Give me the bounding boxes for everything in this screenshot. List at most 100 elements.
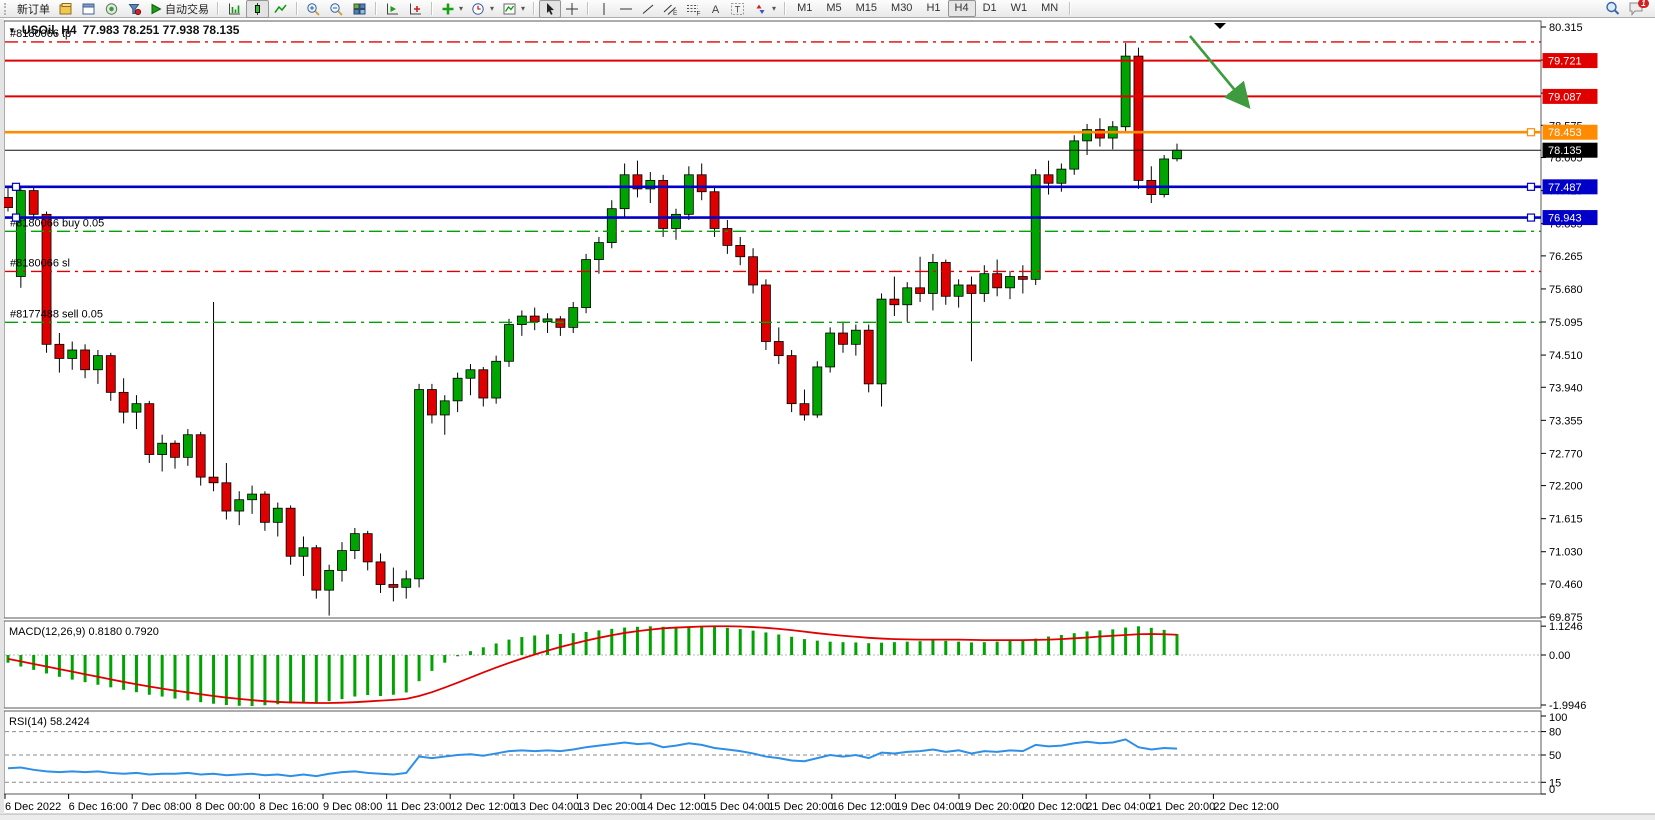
arrows-icon bbox=[756, 4, 765, 14]
rsi-pane bbox=[3, 710, 1542, 795]
zoom-in-button[interactable] bbox=[302, 0, 325, 18]
timeframe-w1[interactable]: W1 bbox=[1010, 2, 1028, 14]
horizontal-line-button[interactable] bbox=[615, 0, 637, 18]
svg-text:14 Dec 12:00: 14 Dec 12:00 bbox=[641, 801, 706, 813]
svg-text:E: E bbox=[673, 10, 678, 16]
svg-text:73.940: 73.940 bbox=[1549, 382, 1583, 394]
svg-text:13 Dec 20:00: 13 Dec 20:00 bbox=[577, 801, 642, 813]
timeframe-mn[interactable]: MN bbox=[1041, 2, 1059, 14]
text-label-icon: T bbox=[731, 2, 745, 15]
price-tag bbox=[1542, 142, 1598, 158]
macd-pane bbox=[3, 620, 1542, 709]
text-icon: A bbox=[712, 4, 720, 16]
timeframe-m15[interactable]: M15 bbox=[855, 2, 878, 14]
toolbar-grip[interactable] bbox=[4, 2, 9, 15]
auto-scroll-button[interactable] bbox=[381, 0, 404, 18]
chart-shift-button[interactable] bbox=[404, 0, 427, 18]
svg-text:79.721: 79.721 bbox=[1548, 56, 1582, 68]
svg-text:15: 15 bbox=[1549, 777, 1561, 789]
svg-text:16 Dec 12:00: 16 Dec 12:00 bbox=[832, 801, 897, 813]
crosshair-button[interactable] bbox=[561, 0, 583, 18]
svg-text:75.095: 75.095 bbox=[1549, 317, 1583, 329]
search-icon[interactable] bbox=[1605, 1, 1621, 16]
tile-windows-icon bbox=[353, 3, 366, 14]
horizontal-line-icon bbox=[620, 8, 633, 9]
svg-text:12 Dec 12:00: 12 Dec 12:00 bbox=[450, 801, 515, 813]
timeframe-m5[interactable]: M5 bbox=[826, 2, 842, 14]
symbol-dropdown-icon[interactable]: ▼ bbox=[8, 25, 16, 35]
periods-button[interactable]: ▾ bbox=[467, 0, 498, 18]
bar-chart-button[interactable] bbox=[223, 0, 246, 18]
autotrading-button[interactable]: 自动交易 bbox=[146, 0, 213, 18]
svg-text:72.200: 72.200 bbox=[1549, 481, 1583, 493]
svg-text:T: T bbox=[735, 4, 741, 14]
trend-arrow bbox=[1188, 35, 1251, 110]
svg-text:6 Dec 16:00: 6 Dec 16:00 bbox=[69, 801, 128, 813]
macd-signal-line bbox=[7, 625, 1178, 704]
trendline-button[interactable] bbox=[637, 0, 659, 18]
vertical-line-button[interactable] bbox=[593, 0, 615, 18]
timeframe-group: M1 M5 M15 M30 H1 H4 D1 W1 MN bbox=[790, 0, 1065, 17]
chat-icon[interactable]: 1 bbox=[1629, 0, 1649, 16]
new-order-label: 新订单 bbox=[17, 3, 50, 16]
periods-dropdown-caret[interactable]: ▾ bbox=[490, 4, 495, 13]
svg-text:A: A bbox=[712, 4, 720, 16]
new-order-button[interactable]: 新订单 bbox=[13, 0, 54, 18]
toolbar-separator bbox=[784, 2, 787, 15]
level-handle bbox=[1526, 182, 1536, 191]
toolbar-separator bbox=[296, 2, 298, 15]
indicators-dropdown-caret[interactable]: ▾ bbox=[459, 4, 464, 13]
level-handle bbox=[11, 182, 21, 191]
timeframe-h1[interactable]: H1 bbox=[926, 2, 941, 14]
level-handle bbox=[11, 213, 21, 222]
fibonacci-button[interactable]: F bbox=[682, 0, 705, 18]
svg-text:9 Dec 08:00: 9 Dec 08:00 bbox=[323, 801, 382, 813]
price-tag bbox=[1542, 210, 1598, 226]
timeframe-d1[interactable]: D1 bbox=[982, 2, 997, 14]
timeframe-m1[interactable]: M1 bbox=[797, 2, 813, 14]
svg-text:70.460: 70.460 bbox=[1549, 579, 1583, 591]
tile-windows-button[interactable] bbox=[348, 0, 371, 18]
svg-text:15 Dec 20:00: 15 Dec 20:00 bbox=[768, 801, 833, 813]
svg-text:#8177488 sell 0.05: #8177488 sell 0.05 bbox=[10, 308, 103, 320]
svg-text:71.030: 71.030 bbox=[1549, 547, 1583, 559]
svg-text:78.453: 78.453 bbox=[1548, 127, 1582, 139]
arrows-button[interactable]: ▾ bbox=[749, 0, 780, 18]
chart-title: ▼ USOil, H4 77.983 78.251 77.938 78.135 bbox=[8, 23, 239, 37]
data-window-icon bbox=[128, 3, 142, 15]
indicators-button[interactable]: ▾ bbox=[437, 0, 467, 18]
templates-icon bbox=[503, 3, 516, 14]
timeframe-h4[interactable]: H4 bbox=[947, 0, 976, 17]
cursor-button[interactable] bbox=[539, 0, 562, 18]
templates-dropdown-caret[interactable]: ▾ bbox=[521, 4, 526, 13]
autotrading-label: 自动交易 bbox=[165, 3, 209, 16]
navigator-button[interactable] bbox=[100, 0, 123, 18]
templates-button[interactable]: ▾ bbox=[498, 0, 529, 18]
toolbar-separator bbox=[533, 2, 536, 15]
ohlc-values: 77.983 78.251 77.938 78.135 bbox=[82, 23, 240, 37]
svg-text:8 Dec 16:00: 8 Dec 16:00 bbox=[259, 801, 318, 813]
equidistant-channel-button[interactable]: E bbox=[659, 0, 682, 18]
svg-text:6 Dec 2022: 6 Dec 2022 bbox=[5, 801, 61, 813]
crosshair-icon bbox=[566, 2, 579, 15]
data-window-button[interactable] bbox=[123, 0, 146, 18]
level-handle bbox=[1526, 128, 1536, 137]
svg-text:1.1246: 1.1246 bbox=[1549, 621, 1583, 633]
line-chart-button[interactable] bbox=[269, 0, 292, 18]
zoom-out-button[interactable] bbox=[325, 0, 348, 18]
text-button[interactable]: A bbox=[705, 0, 726, 18]
periods-icon bbox=[472, 2, 484, 15]
toolbar-separator bbox=[217, 2, 219, 15]
profiles-button[interactable] bbox=[77, 0, 100, 18]
timeframe-m30[interactable]: M30 bbox=[891, 2, 913, 14]
arrows-dropdown-caret[interactable]: ▾ bbox=[772, 4, 777, 13]
svg-text:#8180066 buy 0.05: #8180066 buy 0.05 bbox=[10, 217, 104, 229]
svg-text:#8180066 tp: #8180066 tp bbox=[10, 28, 71, 40]
zoom-out-icon bbox=[330, 2, 343, 16]
text-label-button[interactable]: T bbox=[726, 0, 749, 18]
level-handle bbox=[1526, 213, 1536, 222]
market-watch-button[interactable] bbox=[54, 0, 77, 18]
candlestick-chart-button[interactable] bbox=[246, 0, 269, 18]
